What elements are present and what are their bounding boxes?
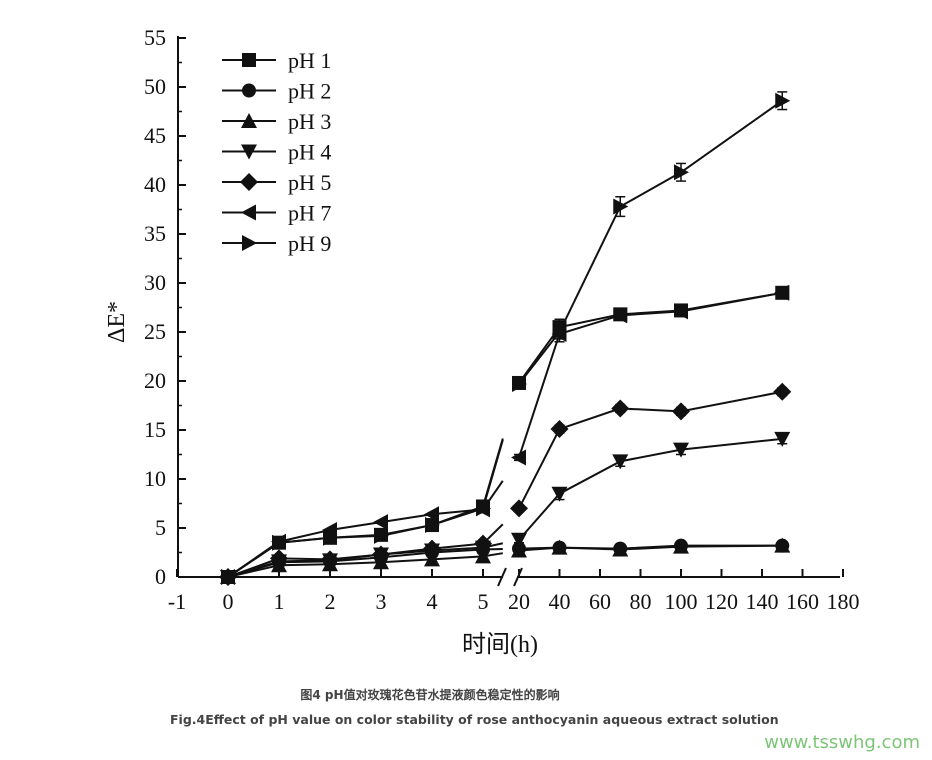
- data-point-ph-9: [674, 164, 689, 181]
- data-point-ph-9: [221, 569, 236, 585]
- data-point-ph-9: [272, 534, 287, 551]
- x-tick-label: 20: [508, 589, 530, 614]
- x-tick-label: 120: [705, 589, 738, 614]
- x-tick-label: -1: [168, 589, 186, 614]
- data-point-ph-7: [424, 506, 439, 523]
- y-tick-label: 5: [155, 515, 166, 540]
- x-tick-label: 80: [630, 589, 652, 614]
- series-break-connector-ph-9: [482, 439, 504, 509]
- data-point-ph-5: [510, 499, 528, 518]
- data-point-ph-3: [511, 542, 527, 558]
- data-point-ph-5: [773, 382, 792, 401]
- y-tick-label: 55: [144, 25, 166, 50]
- figure-caption-english: Fig.4Effect of pH value on color stabili…: [170, 712, 779, 727]
- y-tick-label: 40: [144, 172, 166, 197]
- y-tick-label: 45: [144, 123, 166, 148]
- x-tick-label: 180: [827, 589, 860, 614]
- y-tick-label: 0: [155, 564, 166, 589]
- legend-marker-ph-4: [241, 144, 257, 160]
- x-tick-label: 60: [589, 589, 611, 614]
- data-point-ph-9: [613, 198, 629, 215]
- legend-marker-ph-5: [240, 173, 258, 191]
- data-point-ph-9: [552, 324, 568, 340]
- data-point-ph-9: [775, 92, 791, 109]
- y-tick-label: 35: [144, 221, 166, 246]
- data-point-ph-4: [673, 442, 689, 458]
- data-point-ph-9: [323, 529, 338, 546]
- data-point-ph-4: [612, 454, 629, 470]
- x-tick-label: 140: [746, 589, 779, 614]
- y-tick-label: 20: [144, 368, 166, 393]
- data-point-ph-9: [476, 500, 491, 517]
- legend-marker-ph-7: [241, 204, 256, 221]
- legend-label-ph-1: pH 1: [288, 48, 331, 73]
- data-point-ph-5: [423, 539, 441, 558]
- data-point-ph-7: [373, 514, 388, 531]
- legend-marker-ph-2: [242, 83, 256, 98]
- data-point-ph-3: [612, 541, 629, 557]
- y-tick-label: 15: [144, 417, 166, 442]
- data-point-ph-4: [551, 486, 568, 502]
- x-tick-label: 4: [427, 589, 438, 614]
- data-point-ph-7: [673, 303, 688, 320]
- data-point-ph-5: [372, 545, 390, 564]
- axis-break-mark-left: [497, 567, 507, 587]
- y-tick-label: 10: [144, 466, 166, 491]
- data-point-ph-3: [774, 537, 791, 553]
- figure-caption-chinese: 图4 pH值对玫瑰花色苷水提液颜色稳定性的影响: [300, 688, 560, 702]
- data-point-ph-3: [424, 551, 440, 567]
- data-point-ph-7: [511, 449, 526, 466]
- y-tick-label: 25: [144, 319, 166, 344]
- series-line-ph-3-left: [227, 555, 484, 578]
- x-tick-label: 1: [274, 589, 285, 614]
- data-point-ph-5: [321, 550, 339, 569]
- data-point-ph-9: [425, 517, 440, 534]
- x-tick-label: 100: [665, 589, 698, 614]
- legend-label-ph-9: pH 9: [288, 231, 331, 256]
- data-point-ph-3: [475, 548, 491, 564]
- data-point-ph-9: [512, 375, 527, 392]
- x-tick-label: 5: [478, 589, 489, 614]
- series-line-ph-5-left: [227, 542, 484, 578]
- data-point-ph-7: [322, 521, 337, 538]
- watermark-text: www.tsswhg.com: [764, 732, 920, 753]
- data-point-ph-5: [672, 402, 690, 421]
- data-point-ph-5: [474, 534, 492, 553]
- data-point-ph-3: [551, 539, 568, 555]
- y-tick-label: 50: [144, 74, 166, 99]
- data-point-ph-5: [270, 549, 288, 568]
- x-tick-label: 160: [786, 589, 819, 614]
- x-tick-label: 3: [376, 589, 387, 614]
- legend-marker-ph-9: [242, 235, 257, 251]
- x-axis-title: 时间(h): [462, 631, 538, 658]
- data-point-ph-4: [511, 532, 527, 548]
- x-tick-label: 40: [549, 589, 571, 614]
- x-tick-label: 2: [325, 589, 336, 614]
- legend-label-ph-5: pH 5: [288, 170, 331, 195]
- data-point-ph-9: [374, 527, 389, 544]
- legend-label-ph-2: pH 2: [288, 79, 331, 104]
- data-point-ph-5: [550, 420, 569, 439]
- legend-marker-ph-3: [241, 113, 257, 128]
- y-axis-title: ΔE*: [104, 301, 130, 343]
- series-line-ph-9-left: [227, 507, 484, 578]
- data-point-ph-3: [673, 538, 689, 554]
- legend-label-ph-4: pH 4: [288, 140, 331, 165]
- data-point-ph-7: [774, 284, 790, 301]
- data-point-ph-7: [612, 307, 628, 324]
- legend-label-ph-7: pH 7: [288, 201, 331, 226]
- legend-marker-ph-1: [242, 53, 256, 67]
- data-point-ph-4: [774, 431, 791, 447]
- legend-label-ph-3: pH 3: [288, 109, 331, 134]
- data-point-ph-5: [611, 399, 630, 418]
- y-tick-label: 30: [144, 270, 166, 295]
- x-tick-label: 0: [223, 589, 234, 614]
